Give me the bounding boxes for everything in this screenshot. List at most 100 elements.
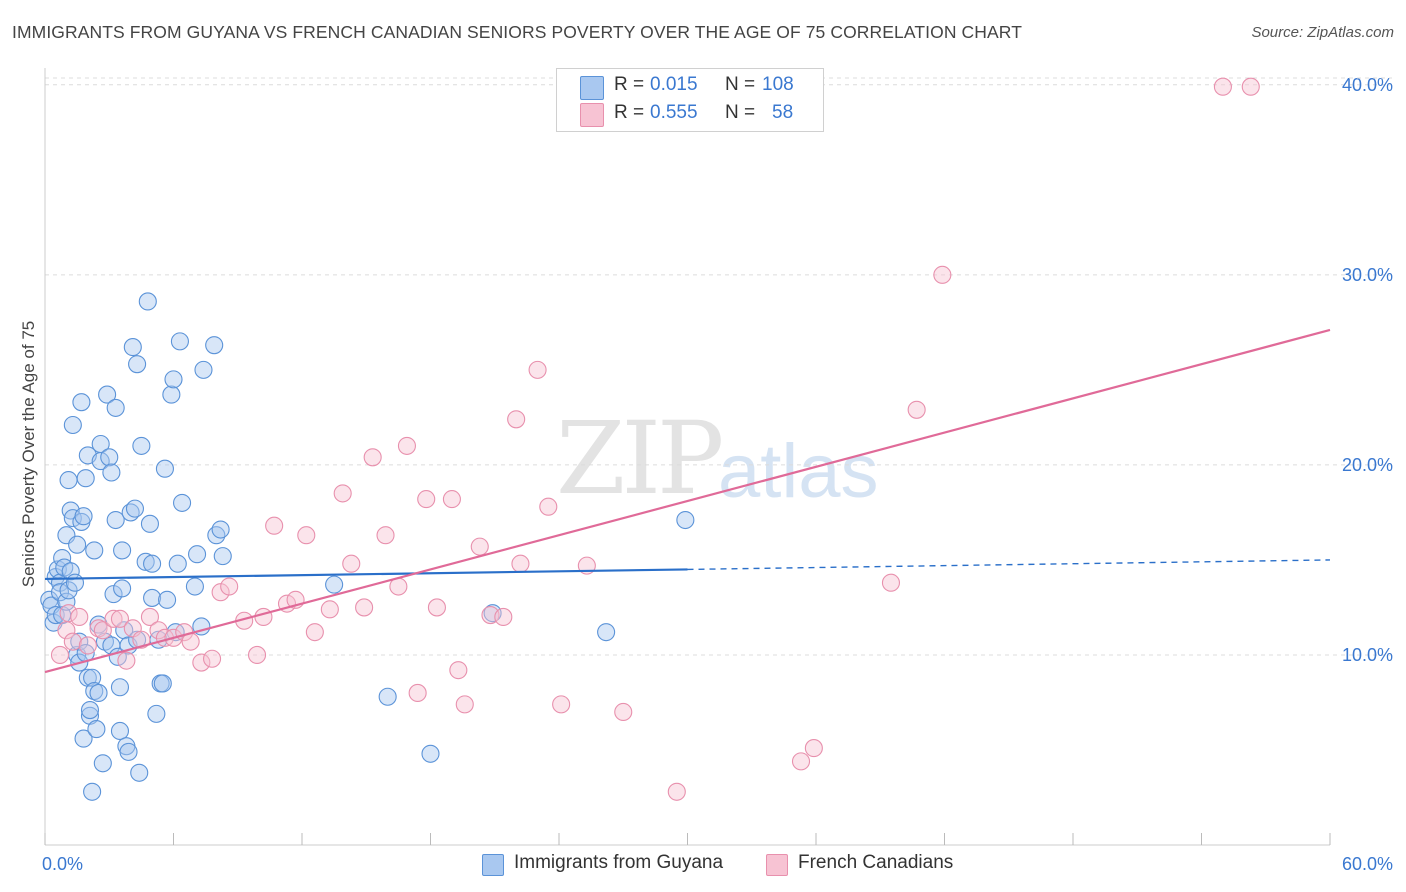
guyana-point	[125, 499, 144, 518]
guyana-point	[147, 704, 166, 723]
guyana-point	[98, 385, 117, 404]
french-point	[220, 577, 239, 596]
french-point	[804, 739, 823, 758]
french-point	[297, 526, 316, 545]
guyana-point	[123, 338, 142, 357]
guyana-point	[143, 554, 162, 573]
guyana-point	[87, 720, 106, 739]
guyana-trendline-extension	[687, 559, 1331, 571]
watermark-zip: ZIP	[556, 400, 724, 517]
legend-n-value-guyana: 108	[762, 74, 794, 95]
french-point	[265, 516, 284, 535]
french-point	[614, 702, 633, 722]
french-point	[455, 695, 474, 714]
legend-swatch-french	[580, 103, 604, 127]
guyana-point	[168, 554, 187, 573]
french-point	[397, 436, 416, 455]
guyana-point	[213, 547, 232, 566]
guyana-point	[83, 782, 102, 801]
french-point	[50, 645, 70, 665]
french-point	[132, 630, 151, 649]
guyana-point	[128, 355, 147, 374]
french-point	[342, 554, 361, 573]
guyana-point	[211, 520, 230, 539]
guyana-point	[170, 332, 189, 351]
french-point	[110, 609, 130, 628]
chart-source: Source: ZipAtlas.com	[1251, 24, 1394, 41]
guyana-point	[173, 493, 192, 512]
french-point	[408, 683, 427, 703]
guyana-point	[162, 385, 181, 404]
guyana-point	[110, 678, 130, 697]
guyana-point	[378, 687, 397, 706]
french-point	[247, 645, 267, 665]
french-point	[78, 636, 97, 655]
guyana-point	[91, 452, 110, 471]
guyana-point	[138, 292, 157, 311]
guyana-point	[85, 541, 104, 560]
guyana-trendline	[44, 568, 688, 581]
french-point	[507, 410, 526, 429]
guyana-point	[597, 623, 616, 642]
chart-title: IMMIGRANTS FROM GUYANA VS FRENCH CANADIA…	[12, 22, 1022, 42]
legend-n-value-french: 58	[772, 102, 794, 123]
french-point	[1213, 77, 1232, 96]
guyana-point	[153, 674, 172, 693]
guyana-point	[72, 393, 91, 412]
french-point	[305, 623, 324, 642]
legend-r-label-guyana: R =	[614, 74, 645, 95]
french-trendline	[44, 328, 1331, 674]
guyana-point	[106, 398, 125, 417]
french-point	[552, 695, 571, 714]
french-point	[427, 598, 446, 617]
legend-box: R = 0.015 N = 108 R = 0.555 N = 58	[556, 68, 824, 132]
guyana-point	[194, 360, 213, 379]
guyana-point	[68, 535, 87, 554]
guyana-point	[100, 448, 119, 467]
french-point	[376, 526, 395, 545]
guyana-point	[143, 588, 162, 607]
french-point	[881, 573, 901, 592]
guyana-point	[676, 510, 695, 530]
french-point	[449, 661, 468, 680]
guyana-point	[57, 592, 76, 611]
guyana-point	[164, 370, 183, 389]
guyana-point	[130, 763, 149, 782]
french-point	[933, 265, 952, 284]
french-point	[63, 632, 82, 651]
x-tick-label: 60.0%	[1342, 854, 1393, 874]
guyana-point	[205, 336, 224, 355]
french-point	[363, 448, 382, 467]
y-tick-label: 20.0%	[1342, 455, 1393, 475]
french-point	[355, 598, 374, 617]
guyana-point	[155, 459, 174, 478]
y-tick-label: 10.0%	[1342, 645, 1393, 665]
french-point	[539, 497, 558, 516]
guyana-point	[89, 683, 108, 703]
guyana-point	[63, 415, 82, 435]
french-point	[667, 782, 686, 801]
guyana-point	[102, 463, 121, 482]
french-point	[470, 537, 489, 556]
french-point	[907, 400, 926, 419]
guyana-point	[70, 632, 89, 651]
guyana-point	[119, 742, 138, 761]
y-tick-label: 40.0%	[1342, 75, 1393, 95]
guyana-point	[110, 721, 130, 741]
guyana-point	[80, 701, 100, 720]
guyana-point	[93, 754, 112, 773]
guyana-point	[140, 514, 159, 533]
french-point	[59, 604, 78, 623]
guyana-point	[106, 510, 125, 530]
guyana-point	[136, 552, 155, 571]
french-point	[528, 360, 547, 379]
legend-n-label-french: N =	[725, 102, 756, 123]
x-tick-label: 0.0%	[42, 854, 83, 874]
french-point	[104, 609, 123, 628]
y-tick-label: 30.0%	[1342, 265, 1393, 285]
french-point	[254, 607, 273, 626]
legend-r-label-french: R =	[614, 102, 645, 123]
guyana-point	[113, 541, 132, 560]
guyana-point	[74, 507, 93, 526]
bottom-legend-label-guyana: Immigrants from Guyana	[514, 852, 724, 873]
